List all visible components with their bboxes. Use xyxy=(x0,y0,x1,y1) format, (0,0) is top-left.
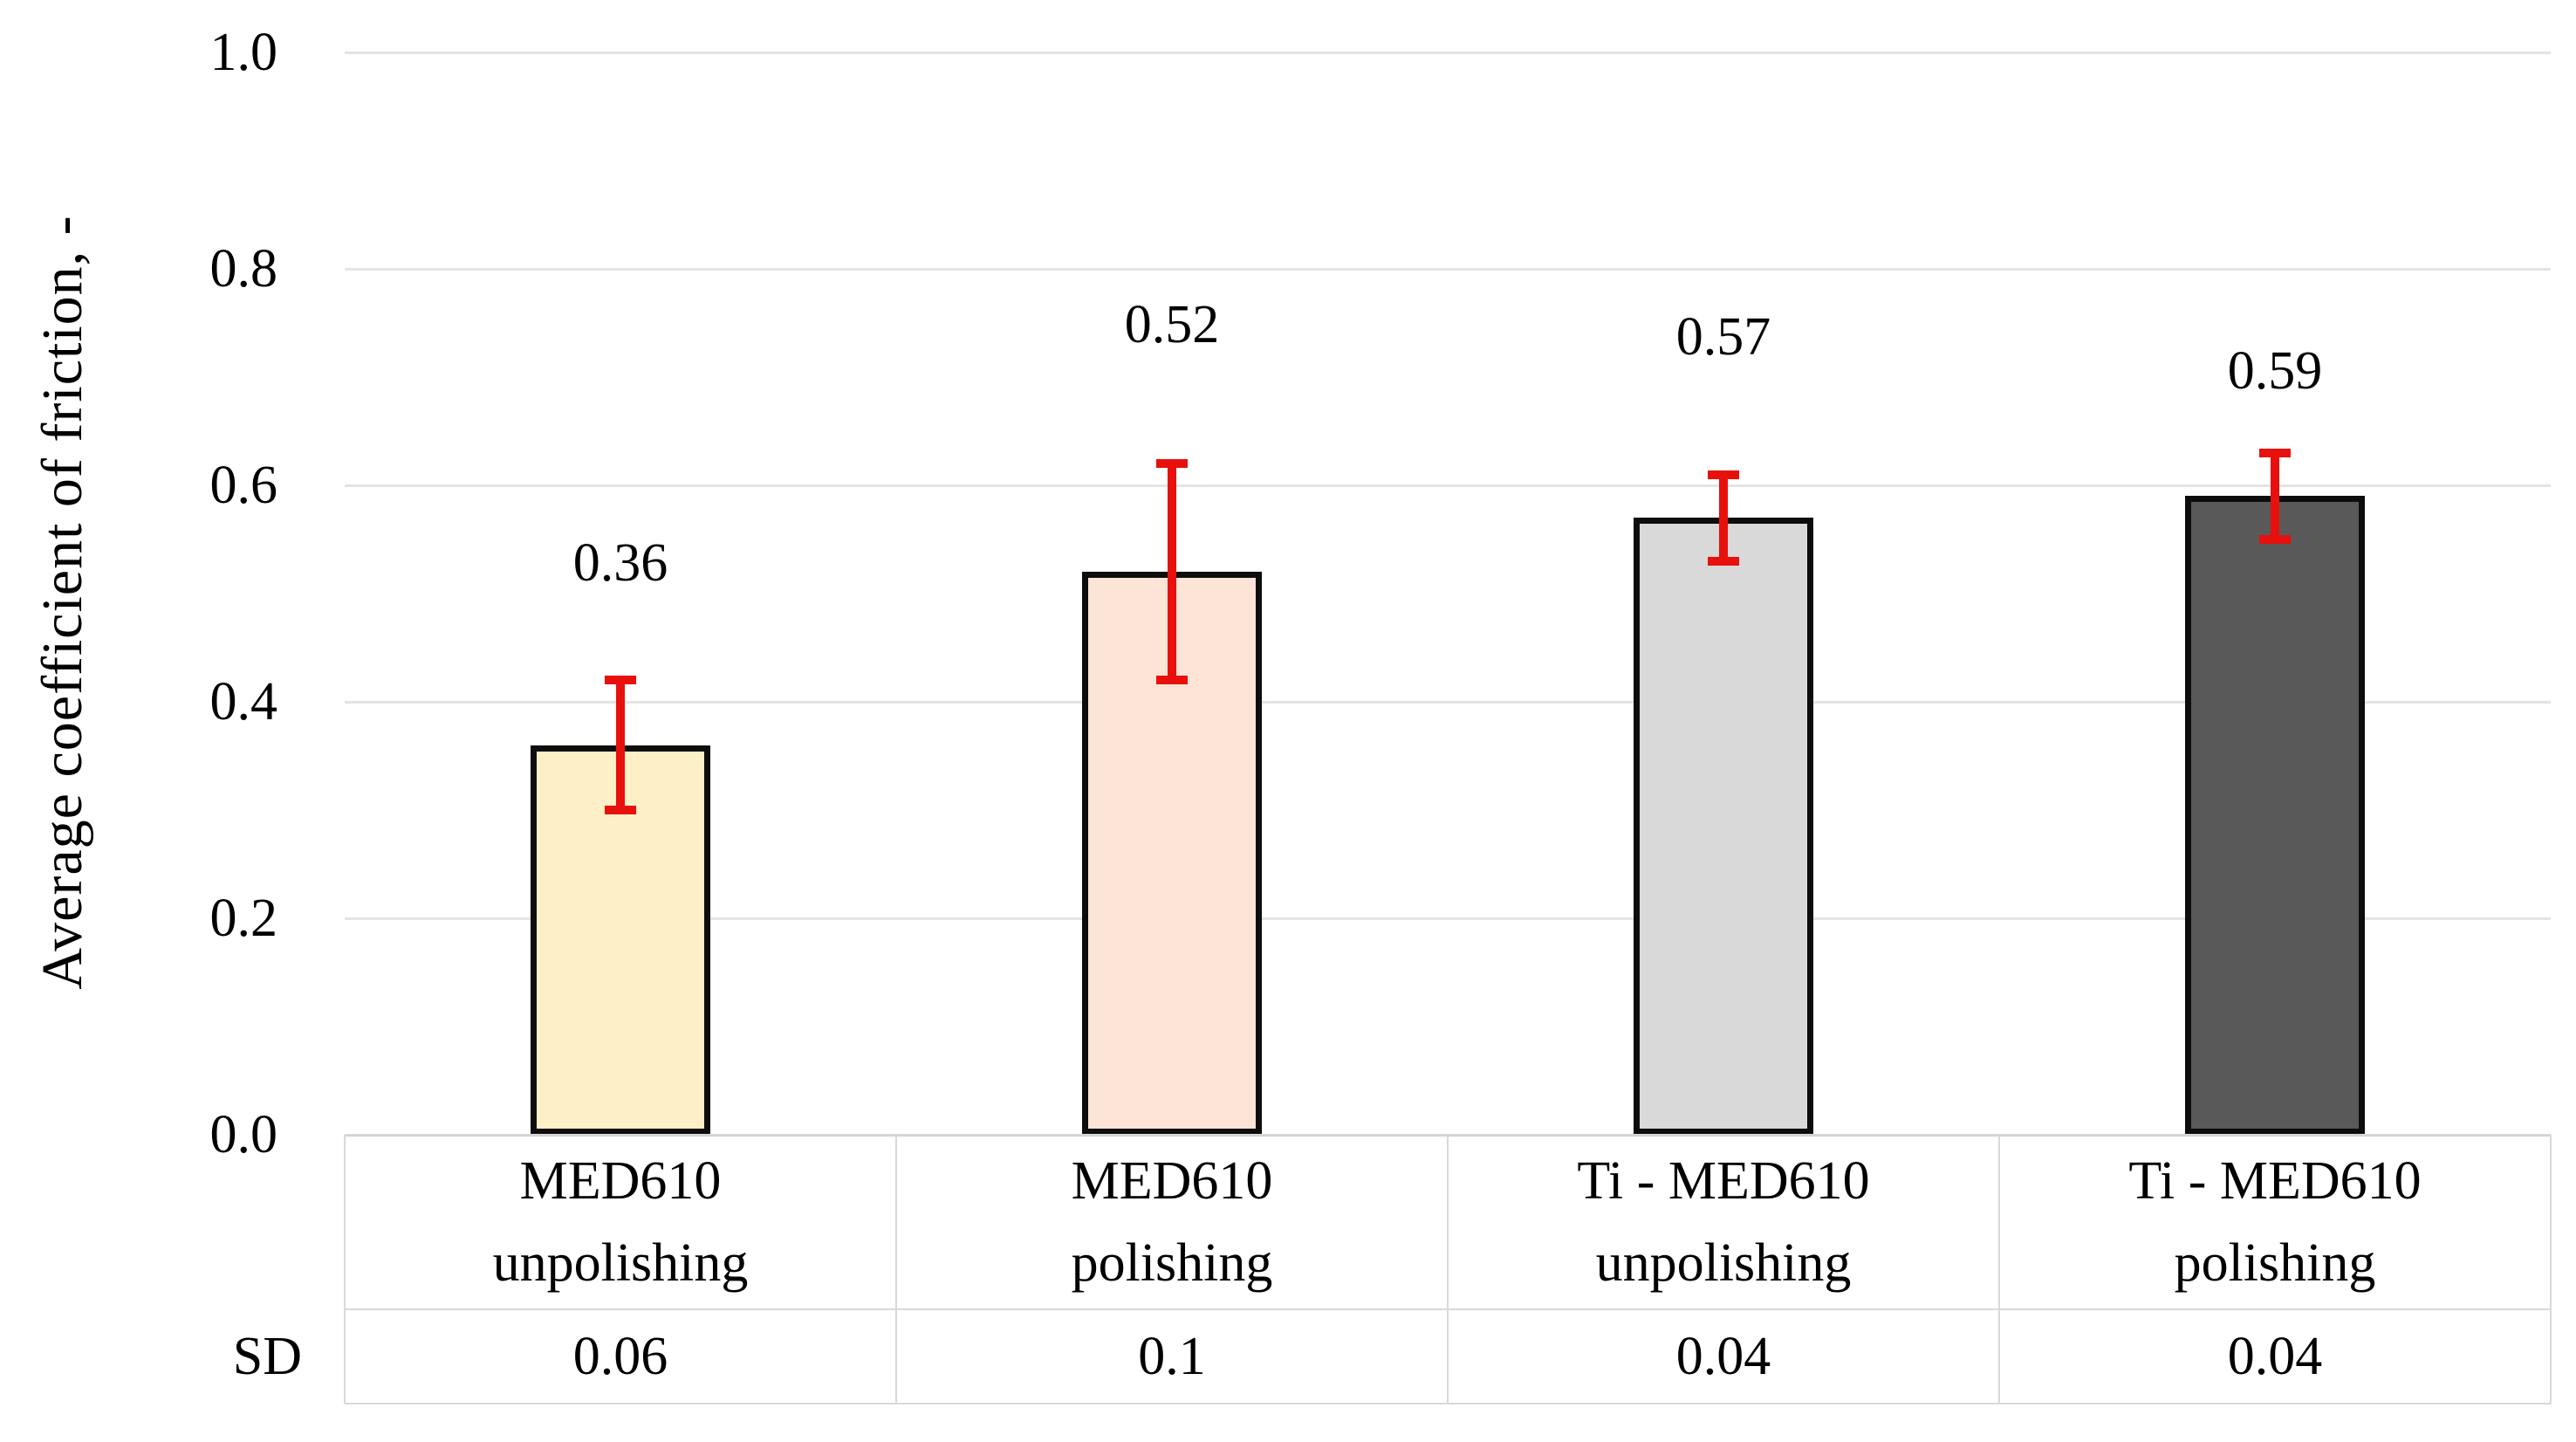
gridline xyxy=(345,484,2551,487)
sd-row-header: SD xyxy=(232,1327,302,1386)
y-tick-label: 0.0 xyxy=(209,1105,278,1164)
bar xyxy=(2185,496,2365,1135)
error-bar xyxy=(1168,464,1176,681)
y-tick-label: 0.4 xyxy=(209,672,278,731)
category-label: MED610 polishing xyxy=(1071,1151,1273,1293)
y-axis-title: Average coefficient of friction, - xyxy=(31,215,94,990)
y-tick-label: 0.6 xyxy=(209,456,278,515)
sd-value: 0.1 xyxy=(1138,1326,1206,1386)
table-vertical-border xyxy=(2550,1135,2552,1404)
bar-value-label: 0.36 xyxy=(572,533,668,593)
gridline xyxy=(345,51,2551,54)
gridline xyxy=(345,917,2551,920)
table-horizontal-border xyxy=(345,1403,2551,1404)
error-bar-cap xyxy=(2259,448,2291,457)
error-bar-cap xyxy=(605,806,636,814)
category-label: Ti - MED610 polishing xyxy=(2128,1151,2422,1293)
error-bar xyxy=(616,680,625,810)
table-vertical-border xyxy=(895,1135,897,1404)
bar xyxy=(1634,518,1813,1135)
bar-value-label: 0.57 xyxy=(1675,307,1771,367)
sd-value: 0.06 xyxy=(572,1326,668,1386)
table-vertical-border xyxy=(1998,1135,2000,1404)
error-bar-cap xyxy=(2259,535,2291,544)
error-bar-cap xyxy=(1708,470,1739,479)
y-tick-label: 0.2 xyxy=(209,889,278,948)
category-label: Ti - MED610 unpolishing xyxy=(1577,1151,1870,1293)
category-label: MED610 unpolishing xyxy=(492,1151,749,1293)
y-tick-label: 1.0 xyxy=(209,23,278,82)
error-bar-cap xyxy=(605,676,636,685)
error-bar xyxy=(2271,452,2279,539)
sd-value: 0.04 xyxy=(2227,1326,2323,1386)
table-horizontal-border xyxy=(345,1308,2551,1310)
bar-value-label: 0.52 xyxy=(1124,295,1220,354)
error-bar-cap xyxy=(1156,459,1188,469)
bar-value-label: 0.59 xyxy=(2227,341,2323,401)
table-vertical-border xyxy=(344,1135,346,1404)
gridline xyxy=(345,267,2551,271)
error-bar xyxy=(1719,474,1728,561)
y-tick-label: 0.8 xyxy=(209,239,278,299)
gridline xyxy=(345,700,2551,704)
table-vertical-border xyxy=(1447,1135,1449,1404)
error-bar-cap xyxy=(1708,556,1739,566)
error-bar-cap xyxy=(1156,676,1188,685)
sd-value: 0.04 xyxy=(1675,1326,1771,1386)
table-horizontal-border xyxy=(345,1134,2551,1136)
